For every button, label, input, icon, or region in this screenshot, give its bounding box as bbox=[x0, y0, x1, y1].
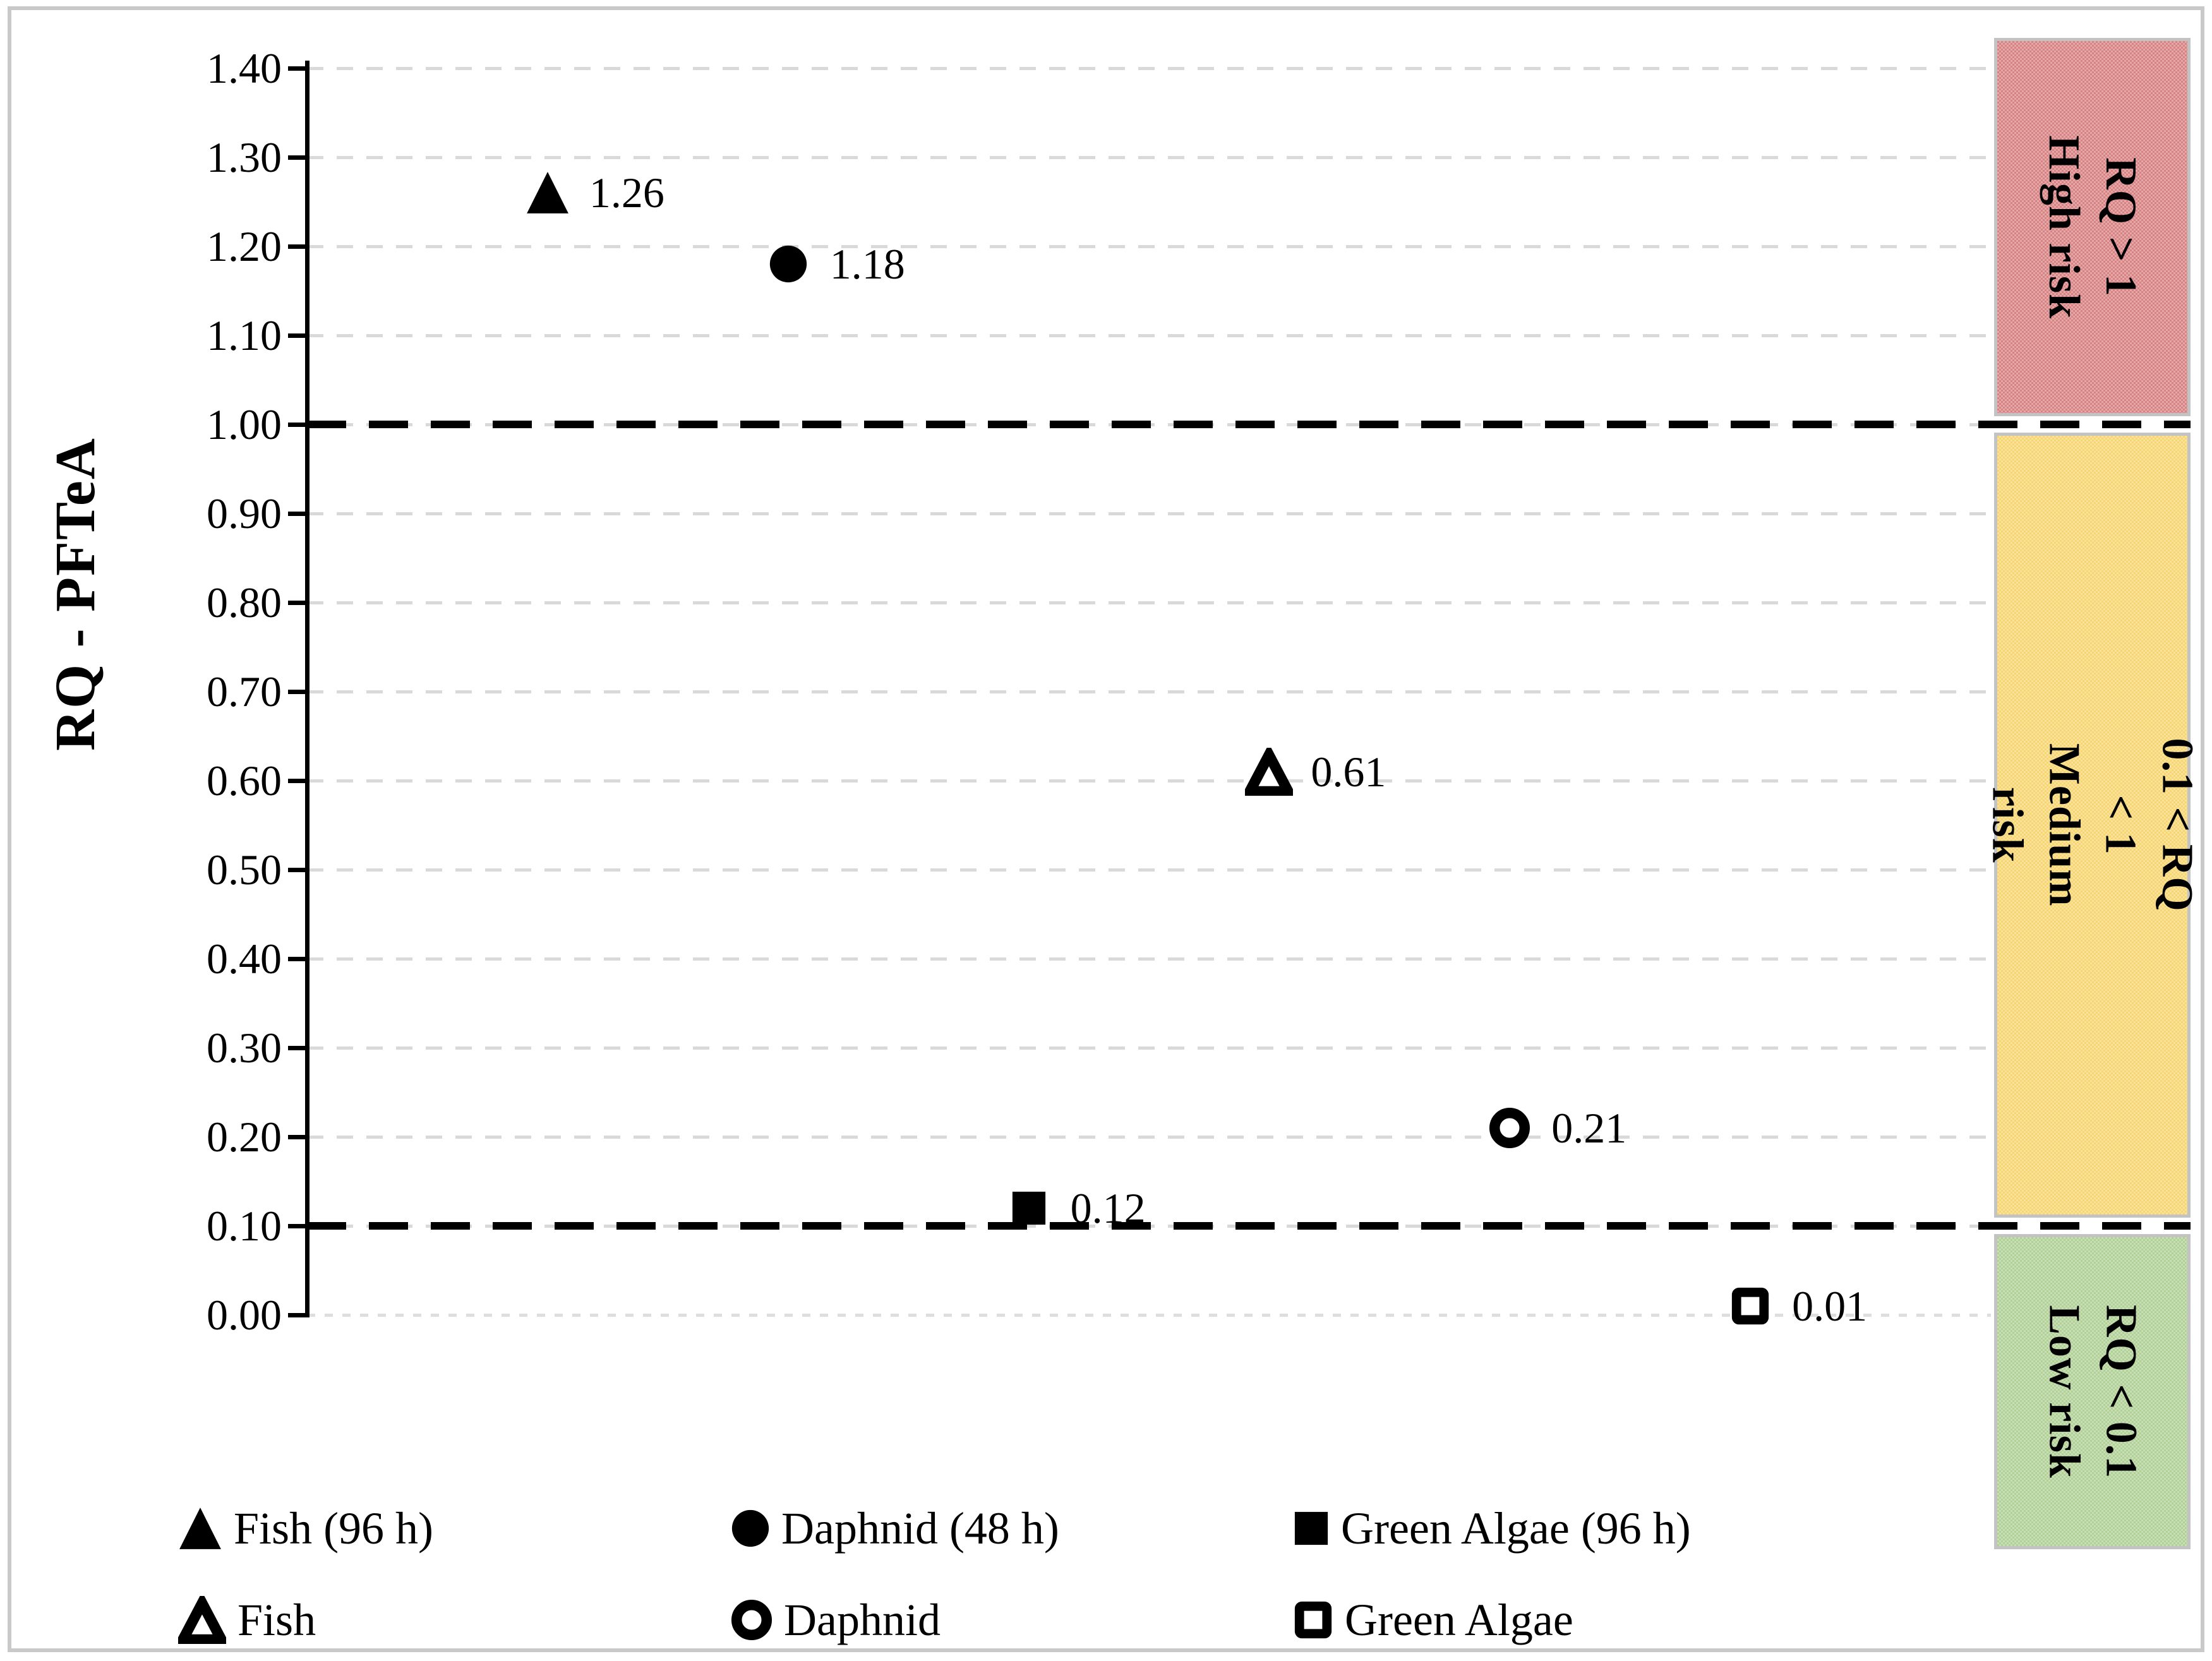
legend-triangle-icon bbox=[178, 1506, 222, 1550]
y-axis-line bbox=[305, 61, 310, 1317]
data-label-fish-chronic: 0.61 bbox=[1311, 747, 1386, 796]
gridline-1.10 bbox=[307, 334, 1991, 337]
y-tick-label-1.30: 1.30 bbox=[207, 133, 282, 181]
legend-label: Daphnid bbox=[784, 1595, 941, 1645]
y-axis-tick-1.30 bbox=[288, 155, 307, 160]
risk-band-low-risk: RQ < 0.1 Low risk bbox=[1994, 1234, 2191, 1549]
y-axis-tick-0.10 bbox=[288, 1224, 307, 1228]
gridline-1.20 bbox=[307, 245, 1991, 248]
gridline-0.20 bbox=[307, 1136, 1991, 1139]
y-axis-tick-0.00 bbox=[288, 1313, 307, 1317]
legend-label: Green Algae (96 h) bbox=[1341, 1503, 1691, 1554]
chart-outer-frame bbox=[8, 6, 2204, 1652]
y-axis-tick-1.00 bbox=[288, 423, 307, 427]
risk-band-high-risk: RQ > 1 High risk bbox=[1994, 38, 2191, 416]
y-tick-label-0.70: 0.70 bbox=[207, 668, 282, 716]
y-axis-tick-1.10 bbox=[288, 333, 307, 338]
y-axis-tick-1.20 bbox=[288, 244, 307, 249]
y-axis-tick-0.90 bbox=[288, 512, 307, 516]
data-label-daphnid-48h: 1.18 bbox=[829, 240, 905, 289]
data-label-daphnid-chronic: 0.21 bbox=[1551, 1103, 1627, 1152]
y-tick-label-0.90: 0.90 bbox=[207, 489, 282, 537]
data-label-green-algae-96h: 0.12 bbox=[1070, 1184, 1146, 1232]
risk-band-label-high-risk: RQ > 1 High risk bbox=[2040, 135, 2146, 320]
y-axis-tick-0.30 bbox=[288, 1046, 307, 1050]
legend-label: Fish (96 h) bbox=[234, 1503, 434, 1554]
data-label-fish-96h: 1.26 bbox=[589, 169, 664, 217]
y-axis-tick-1.40 bbox=[288, 66, 307, 71]
risk-band-label-low-risk: RQ < 0.1 Low risk bbox=[2040, 1304, 2146, 1479]
legend-label: Daphnid (48 h) bbox=[781, 1503, 1059, 1554]
y-tick-label-0.20: 0.20 bbox=[207, 1113, 282, 1161]
y-axis-tick-0.60 bbox=[288, 779, 307, 783]
y-axis-tick-0.70 bbox=[288, 690, 307, 694]
legend-item-daphnid: Daphnid bbox=[731, 1593, 941, 1646]
gridline-1.30 bbox=[307, 156, 1991, 159]
y-tick-label-0.40: 0.40 bbox=[207, 935, 282, 983]
gridline-0.90 bbox=[307, 512, 1991, 515]
y-tick-label-0.10: 0.10 bbox=[207, 1202, 282, 1250]
y-axis-tick-0.80 bbox=[288, 601, 307, 605]
data-label-green-algae-chronic: 0.01 bbox=[1792, 1281, 1868, 1330]
y-tick-label-0.80: 0.80 bbox=[207, 579, 282, 627]
gridline-1.40 bbox=[307, 67, 1991, 70]
y-tick-label-1.10: 1.10 bbox=[207, 311, 282, 359]
legend-square-open-icon bbox=[1293, 1600, 1333, 1640]
threshold-line-1 bbox=[307, 421, 2191, 428]
legend-circle-open-icon bbox=[731, 1599, 772, 1641]
y-axis-tick-0.20 bbox=[288, 1135, 307, 1139]
legend-item-fish: Fish bbox=[178, 1593, 316, 1646]
legend-square-icon bbox=[1293, 1510, 1330, 1547]
legend-item-daphnid-48-h: Daphnid (48 h) bbox=[731, 1502, 1059, 1555]
gridline-0.70 bbox=[307, 690, 1991, 693]
data-point-green-algae-96h bbox=[1011, 1190, 1047, 1226]
y-tick-label-0.50: 0.50 bbox=[207, 846, 282, 894]
data-point-fish-chronic bbox=[1245, 747, 1294, 796]
data-point-green-algae-chronic bbox=[1730, 1286, 1770, 1326]
threshold-line-0.1 bbox=[307, 1222, 2191, 1230]
legend-item-green-algae: Green Algae bbox=[1293, 1593, 1573, 1646]
gridline-0.50 bbox=[307, 868, 1991, 872]
gridline-0.80 bbox=[307, 601, 1991, 604]
legend-item-fish-96-h: Fish (96 h) bbox=[178, 1502, 433, 1555]
y-tick-label-0.60: 0.60 bbox=[207, 757, 282, 805]
y-tick-label-1.40: 1.40 bbox=[207, 44, 282, 92]
y-tick-label-1.20: 1.20 bbox=[207, 222, 282, 270]
risk-band-label-medium-risk: 0.1 < RQ < 1 Medium risk bbox=[1983, 738, 2202, 913]
data-point-fish-96h bbox=[526, 171, 570, 215]
data-point-daphnid-48h bbox=[769, 244, 808, 284]
gridline-0.60 bbox=[307, 779, 1991, 783]
legend-label: Green Algae bbox=[1345, 1595, 1573, 1645]
y-axis-tick-0.40 bbox=[288, 957, 307, 961]
y-tick-label-0.30: 0.30 bbox=[207, 1024, 282, 1072]
legend-item-green-algae-96-h: Green Algae (96 h) bbox=[1293, 1502, 1691, 1555]
y-tick-label-1.00: 1.00 bbox=[207, 400, 282, 448]
y-axis-tick-0.50 bbox=[288, 868, 307, 872]
gridline-0.00 bbox=[307, 1314, 1991, 1317]
data-point-daphnid-chronic bbox=[1489, 1107, 1530, 1149]
legend-label: Fish bbox=[237, 1595, 316, 1645]
legend-triangle-open-icon bbox=[178, 1596, 226, 1644]
legend-circle-icon bbox=[731, 1509, 770, 1548]
y-tick-label-0.00: 0.00 bbox=[207, 1291, 282, 1339]
gridline-0.40 bbox=[307, 957, 1991, 961]
risk-band-medium-risk: 0.1 < RQ < 1 Medium risk bbox=[1983, 433, 2202, 1218]
gridline-0.30 bbox=[307, 1046, 1991, 1050]
